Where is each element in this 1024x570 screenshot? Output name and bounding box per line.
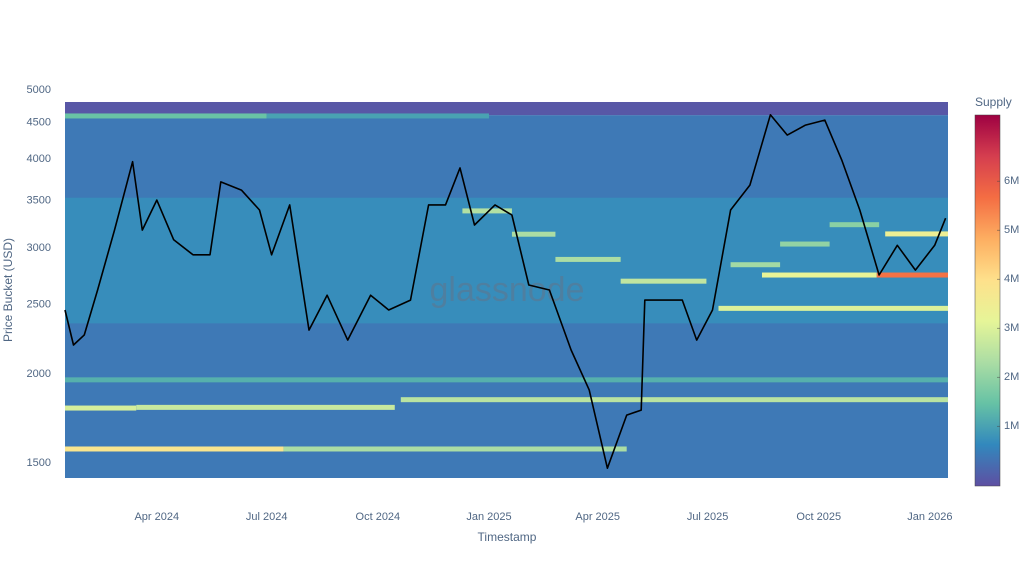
colorbar-tick-label: 3M [1004,322,1019,334]
x-tick-label: Apr 2025 [575,511,620,523]
x-tick-label: Jul 2024 [246,511,288,523]
y-tick-label: 1500 [27,457,51,469]
heatmap-zone [65,102,948,116]
heatmap-band [65,405,137,411]
heatmap-band [65,377,948,383]
heatmap-band [283,446,627,452]
heatmap-band [761,272,877,278]
heatmap-band [555,256,621,262]
colorbar-tick-label: 4M [1004,273,1019,285]
y-tick-label: 2500 [27,299,51,311]
colorbar-title: Supply [975,95,1012,109]
heatmap-band [780,241,830,247]
heatmap [65,102,948,478]
watermark: glassnode [429,271,584,309]
heatmap-band [136,404,395,410]
heatmap-band [462,208,512,214]
y-tick-label: 4500 [27,116,51,128]
x-tick-label: Oct 2025 [796,511,841,523]
heatmap-band [876,272,948,278]
colorbar-tick-label: 1M [1004,420,1019,432]
colorbar-tick-label: 2M [1004,371,1019,383]
heatmap-band [885,231,948,237]
colorbar [974,114,1001,487]
x-axis-title: Timestamp [478,530,537,544]
colorbar-tick-label: 5M [1004,224,1019,236]
y-tick-label: 2000 [27,368,51,380]
heatmap-band [511,231,556,237]
y-tick-label: 5000 [27,84,51,96]
y-tick-label: 3000 [27,242,51,254]
x-tick-label: Apr 2024 [134,511,179,523]
x-tick-label: Jan 2025 [466,511,511,523]
y-axis-title: Price Bucket (USD) [1,238,15,342]
heatmap-zone [65,197,948,324]
x-tick-label: Oct 2024 [356,511,401,523]
heatmap-band [65,446,284,452]
heatmap-band [718,305,948,311]
y-tick-label: 4000 [27,153,51,165]
heatmap-band [620,278,707,284]
y-tick-label: 3500 [27,194,51,206]
heatmap-band [730,262,781,268]
heatmap-band [266,113,489,119]
x-tick-label: Jul 2025 [687,511,729,523]
heatmap-band [400,397,948,403]
colorbar-tick-label: 6M [1004,175,1019,187]
heatmap-band [65,113,267,119]
x-tick-label: Jan 2026 [907,511,952,523]
price-line [64,114,947,469]
heatmap-band [829,222,880,228]
